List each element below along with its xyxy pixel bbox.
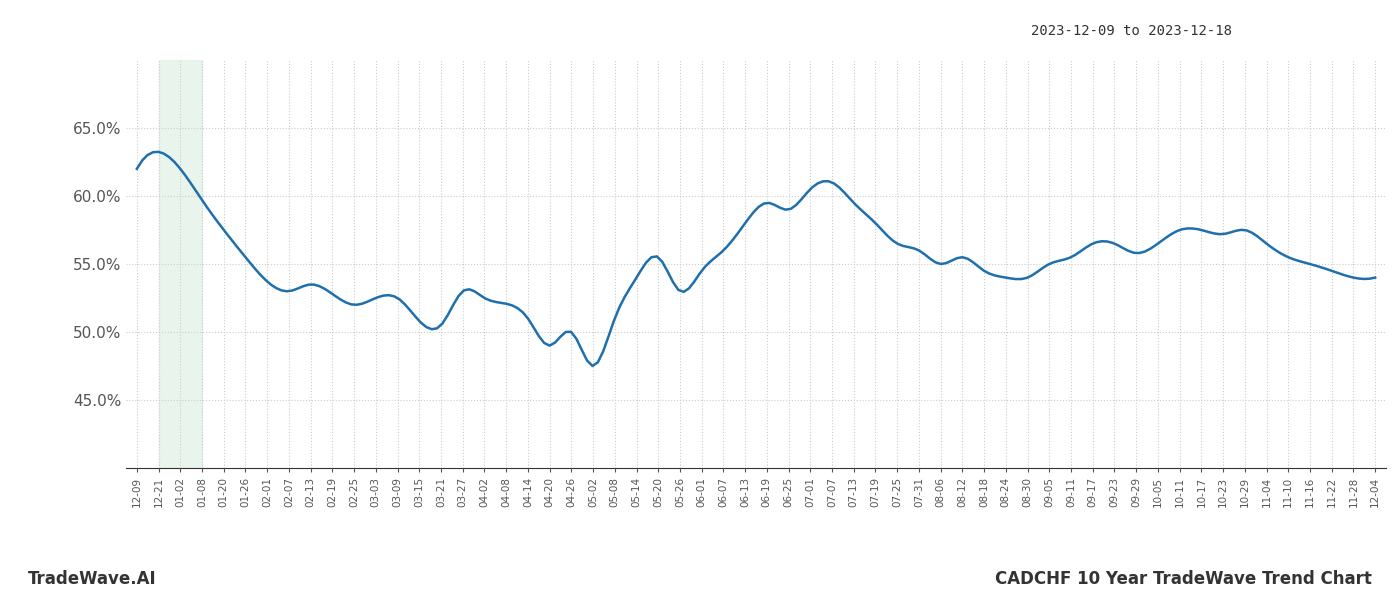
Text: TradeWave.AI: TradeWave.AI bbox=[28, 570, 157, 588]
Text: CADCHF 10 Year TradeWave Trend Chart: CADCHF 10 Year TradeWave Trend Chart bbox=[995, 570, 1372, 588]
Bar bbox=[158, 60, 202, 468]
Text: 2023-12-09 to 2023-12-18: 2023-12-09 to 2023-12-18 bbox=[1030, 24, 1232, 38]
